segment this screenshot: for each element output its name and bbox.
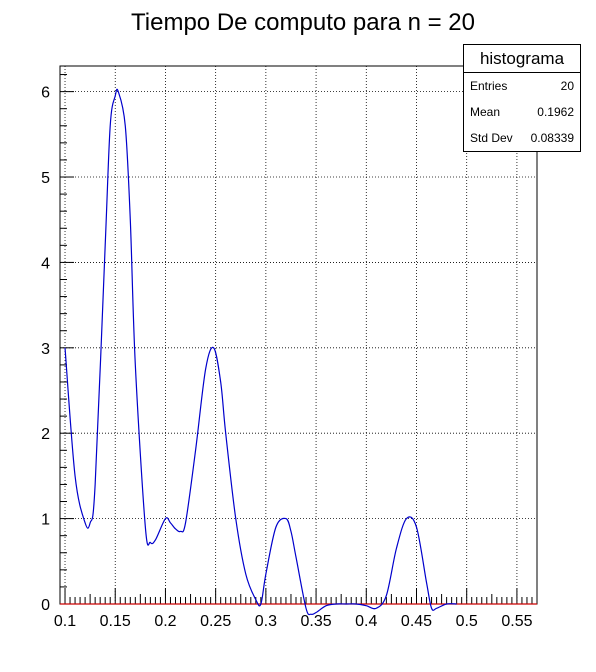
stats-box: histograma Entries 20 Mean 0.1962 Std De…: [463, 44, 581, 152]
y-tick-label: 6: [41, 85, 50, 102]
x-tick-label: 0.3: [255, 613, 277, 630]
stats-value: 20: [560, 79, 574, 93]
stats-label: Entries: [470, 79, 508, 93]
series-layer: [64, 88, 457, 616]
y-tick-label: 0: [41, 597, 50, 614]
x-tick-label: 0.55: [501, 613, 532, 630]
stats-title: histograma: [464, 45, 580, 73]
x-tick-label: 0.35: [301, 613, 332, 630]
y-tick-label: 5: [41, 170, 50, 187]
x-tick-label: 0.4: [355, 613, 377, 630]
stats-row-mean: Mean 0.1962: [464, 99, 580, 125]
stats-label: Mean: [470, 105, 501, 119]
x-tick-label: 0.25: [200, 613, 231, 630]
stats-label: Std Dev: [470, 131, 513, 145]
x-tick-label: 0.1: [54, 613, 76, 630]
x-tick-label: 0.45: [401, 613, 432, 630]
y-tick-label: 2: [41, 426, 50, 443]
y-tick-label: 1: [41, 512, 50, 529]
y-tick-label: 3: [41, 341, 50, 358]
axes: 0.1 0.15 0.2 0.25 0.3 0.35 0.4 0.45 0.5 0.55 0 1 2 3 4…: [41, 65, 538, 630]
x-tick-label: 0.5: [456, 613, 478, 630]
stats-row-stddev: Std Dev 0.08339: [464, 125, 580, 151]
chart-title: Tiempo De computo para n = 20: [131, 9, 475, 36]
stats-value: 0.08339: [530, 131, 574, 145]
series-line: [64, 88, 457, 616]
stats-value: 0.1962: [537, 105, 574, 119]
stats-row-entries: Entries 20: [464, 73, 580, 99]
x-tick-label: 0.15: [100, 613, 131, 630]
x-tick-label: 0.2: [154, 613, 176, 630]
y-tick-label: 4: [41, 255, 50, 272]
